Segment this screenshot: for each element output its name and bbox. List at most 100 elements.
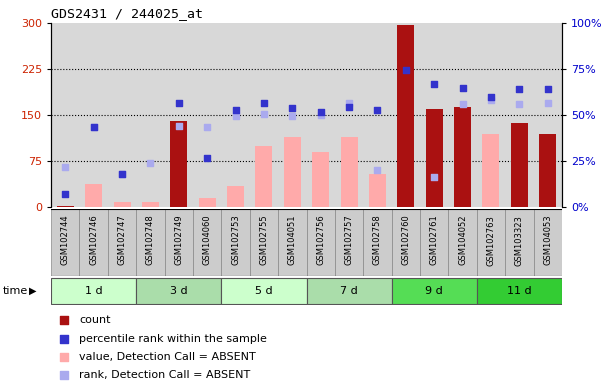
Point <box>61 164 70 170</box>
Bar <box>199 198 216 207</box>
Text: GSM104052: GSM104052 <box>458 215 467 265</box>
Point <box>203 155 212 161</box>
Text: count: count <box>79 315 111 325</box>
Bar <box>392 209 420 276</box>
Point <box>117 170 127 177</box>
Bar <box>255 146 272 207</box>
Text: GSM102755: GSM102755 <box>260 215 269 265</box>
Point <box>316 112 326 118</box>
Text: GSM102760: GSM102760 <box>401 215 410 265</box>
Point <box>259 111 269 117</box>
Bar <box>51 278 136 304</box>
Text: GDS2431 / 244025_at: GDS2431 / 244025_at <box>51 7 203 20</box>
Point <box>174 122 184 129</box>
Bar <box>136 278 221 304</box>
Point <box>89 124 99 131</box>
Bar <box>307 278 392 304</box>
Text: GSM102756: GSM102756 <box>316 215 325 265</box>
Point <box>287 113 297 119</box>
Bar <box>392 278 477 304</box>
Bar <box>426 109 443 207</box>
Bar <box>363 209 392 276</box>
Point <box>543 100 552 106</box>
Bar <box>170 121 188 207</box>
Bar <box>221 278 307 304</box>
Point <box>430 174 439 180</box>
Text: percentile rank within the sample: percentile rank within the sample <box>79 334 267 344</box>
Point <box>259 100 269 106</box>
Bar <box>227 186 244 207</box>
Point <box>514 86 524 92</box>
Text: 7 d: 7 d <box>340 286 358 296</box>
Text: GSM104051: GSM104051 <box>288 215 297 265</box>
Point <box>486 97 496 103</box>
Bar <box>307 209 335 276</box>
Point <box>174 100 184 106</box>
Text: GSM102744: GSM102744 <box>61 215 70 265</box>
Text: GSM102761: GSM102761 <box>430 215 439 265</box>
Bar <box>454 107 471 207</box>
Bar <box>454 112 471 207</box>
Point <box>344 104 354 110</box>
Bar <box>250 209 278 276</box>
Text: ▶: ▶ <box>29 286 36 296</box>
Point <box>458 84 468 91</box>
Bar <box>397 25 414 207</box>
Point <box>514 101 524 107</box>
Text: GSM102753: GSM102753 <box>231 215 240 265</box>
Point <box>486 94 496 100</box>
Text: GSM102749: GSM102749 <box>174 215 183 265</box>
Point <box>59 354 69 360</box>
Text: GSM102746: GSM102746 <box>89 215 98 265</box>
Text: time: time <box>3 286 28 296</box>
Text: 1 d: 1 d <box>85 286 102 296</box>
Bar <box>79 209 108 276</box>
Text: GSM102763: GSM102763 <box>486 215 495 265</box>
Point <box>458 101 468 107</box>
Bar <box>369 174 386 207</box>
Text: GSM102748: GSM102748 <box>146 215 155 265</box>
Bar <box>221 209 250 276</box>
Bar <box>85 184 102 207</box>
Point <box>145 159 155 166</box>
Bar <box>477 209 505 276</box>
Point <box>231 107 240 113</box>
Bar <box>341 137 358 207</box>
Bar <box>136 209 165 276</box>
Bar <box>483 134 499 207</box>
Bar <box>108 209 136 276</box>
Point <box>203 124 212 131</box>
Point <box>316 108 326 114</box>
Text: 11 d: 11 d <box>507 286 532 296</box>
Bar <box>284 137 301 207</box>
Bar <box>539 137 557 207</box>
Point <box>543 86 552 92</box>
Text: GSM102758: GSM102758 <box>373 215 382 265</box>
Point <box>344 100 354 106</box>
Bar <box>278 209 307 276</box>
Text: GSM102747: GSM102747 <box>118 215 127 265</box>
Bar <box>193 209 221 276</box>
Text: GSM103323: GSM103323 <box>515 215 524 265</box>
Text: GSM104053: GSM104053 <box>543 215 552 265</box>
Bar <box>539 134 557 207</box>
Bar <box>335 209 363 276</box>
Bar <box>312 152 329 207</box>
Bar <box>56 206 74 207</box>
Point <box>59 372 69 378</box>
Text: rank, Detection Call = ABSENT: rank, Detection Call = ABSENT <box>79 370 251 380</box>
Text: GSM102757: GSM102757 <box>344 215 353 265</box>
Point <box>231 113 240 119</box>
Point <box>59 317 69 323</box>
Bar <box>51 209 79 276</box>
Bar <box>114 202 130 207</box>
Bar <box>534 209 562 276</box>
Text: 5 d: 5 d <box>255 286 273 296</box>
Text: 3 d: 3 d <box>170 286 188 296</box>
Point <box>59 336 69 342</box>
Point <box>61 191 70 197</box>
Point <box>287 105 297 111</box>
Bar <box>477 278 562 304</box>
Bar <box>420 209 448 276</box>
Point <box>117 170 127 177</box>
